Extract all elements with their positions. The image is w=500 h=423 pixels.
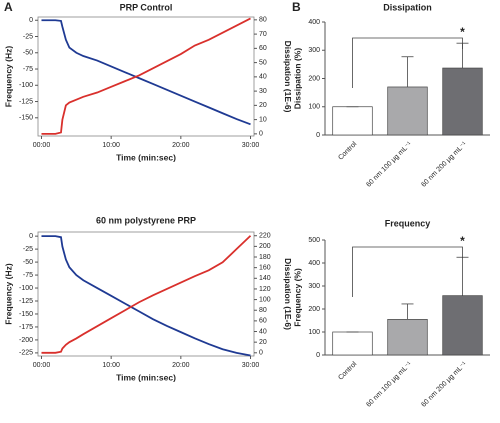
y2-tick-label: 50 [259, 59, 267, 66]
chart-title: Frequency [385, 218, 431, 228]
data-line [41, 19, 251, 126]
y2-tick-label: 120 [259, 286, 271, 293]
x-tick-label: 00:00 [33, 362, 51, 369]
x-tick-label: 30:00 [242, 362, 260, 369]
y2-tick-label: 40 [259, 74, 267, 81]
y-tick-label: -175 [19, 324, 33, 331]
chart-title: PRP Control [120, 2, 173, 12]
y2-tick-label: 80 [259, 17, 267, 24]
y-tick-label: 100 [308, 104, 320, 111]
x-tick-label: 20:00 [172, 362, 190, 369]
y-tick-label: -50 [23, 259, 33, 266]
bar [332, 331, 373, 356]
x-axis-label: Time (min:sec) [116, 372, 176, 382]
y-tick-label: -25 [23, 246, 33, 253]
y-tick-label: -125 [19, 298, 33, 305]
y2-tick-label: 200 [259, 243, 271, 250]
y2-tick-label: 20 [259, 102, 267, 109]
chart-title: 60 nm polystyrene PRP [96, 215, 196, 225]
x-tick-label: 10:00 [102, 362, 120, 369]
x-tick-label: 30:00 [242, 142, 260, 149]
y-tick-label: 200 [308, 75, 320, 82]
y-tick-label: 0 [316, 132, 320, 139]
y-tick-label: -25 [23, 33, 33, 40]
y2-tick-label: 70 [259, 31, 267, 38]
y-tick-label: -200 [19, 337, 33, 344]
y-tick-label: 0 [29, 17, 33, 24]
x-tick-label: Control [337, 140, 358, 161]
y-axis-label: Dissipation (%) [292, 48, 302, 110]
y2-tick-label: 80 [259, 307, 267, 314]
y-tick-label: -50 [23, 50, 33, 57]
data-line [41, 235, 252, 354]
y2-tick-label: 140 [259, 275, 271, 282]
y2-tick-label: 220 [259, 233, 271, 240]
x-tick-label: 20:00 [172, 142, 190, 149]
plot-frame [37, 231, 255, 357]
y2-tick-label: 10 [259, 116, 267, 123]
chart-title: Dissipation [383, 2, 432, 12]
bar [387, 86, 428, 136]
y2-tick-label: 160 [259, 265, 271, 272]
y-axis-label: Frequency (Hz) [3, 263, 13, 325]
y-tick-label: -125 [19, 98, 33, 105]
y2-tick-label: 40 [259, 328, 267, 335]
y-tick-label: -100 [19, 285, 33, 292]
y-tick-label: 300 [308, 283, 320, 290]
y-tick-label: -75 [23, 272, 33, 279]
data-line [41, 17, 251, 135]
y2-axis-label: Dissipation (1E-6) [283, 41, 293, 113]
significance-star: * [460, 25, 465, 39]
y-tick-label: -100 [19, 82, 33, 89]
x-tick-label: 60 nm 200 μg mL⁻¹ [420, 140, 468, 188]
panel-label: A [4, 0, 13, 14]
y-axis-label: Frequency (%) [292, 268, 302, 327]
y2-tick-label: 20 [259, 339, 267, 346]
y-tick-label: -75 [23, 66, 33, 73]
bar [442, 295, 483, 356]
panel-label: B [292, 0, 301, 14]
y-tick-label: 0 [29, 233, 33, 240]
y2-tick-label: 0 [259, 350, 263, 357]
y-tick-label: -225 [19, 350, 33, 357]
significance-star: * [460, 234, 465, 248]
y-tick-label: 500 [308, 237, 320, 244]
y-tick-label: 300 [308, 47, 320, 54]
significance-bracket [352, 246, 463, 297]
y2-tick-label: 100 [259, 296, 271, 303]
x-tick-label: 60 nm 200 μg mL⁻¹ [420, 360, 468, 408]
y-tick-label: 0 [316, 352, 320, 359]
x-tick-label: 10:00 [102, 142, 120, 149]
x-tick-label: 60 nm 100 μg mL⁻¹ [365, 140, 413, 188]
x-axis-label: Time (min:sec) [116, 152, 176, 162]
y2-tick-label: 180 [259, 254, 271, 261]
y-tick-label: 400 [308, 19, 320, 26]
y-tick-label: -150 [19, 115, 33, 122]
data-line [41, 235, 251, 357]
bar [332, 106, 373, 136]
y-tick-label: 400 [308, 260, 320, 267]
y2-tick-label: 60 [259, 45, 267, 52]
bar [387, 319, 428, 356]
y2-tick-label: 60 [259, 318, 267, 325]
significance-bracket [352, 37, 463, 88]
y2-axis-label: Dissipation (1E-6) [283, 258, 293, 330]
x-tick-label: Control [337, 360, 358, 381]
x-tick-label: 60 nm 100 μg mL⁻¹ [365, 360, 413, 408]
x-tick-label: 00:00 [33, 142, 51, 149]
y2-tick-label: 30 [259, 88, 267, 95]
y2-tick-label: 0 [259, 131, 263, 138]
y-tick-label: 100 [308, 329, 320, 336]
y-axis-label: Frequency (Hz) [3, 46, 13, 108]
plot-frame [37, 16, 255, 137]
y-tick-label: -150 [19, 311, 33, 318]
bar [442, 67, 483, 136]
y-tick-label: 200 [308, 306, 320, 313]
